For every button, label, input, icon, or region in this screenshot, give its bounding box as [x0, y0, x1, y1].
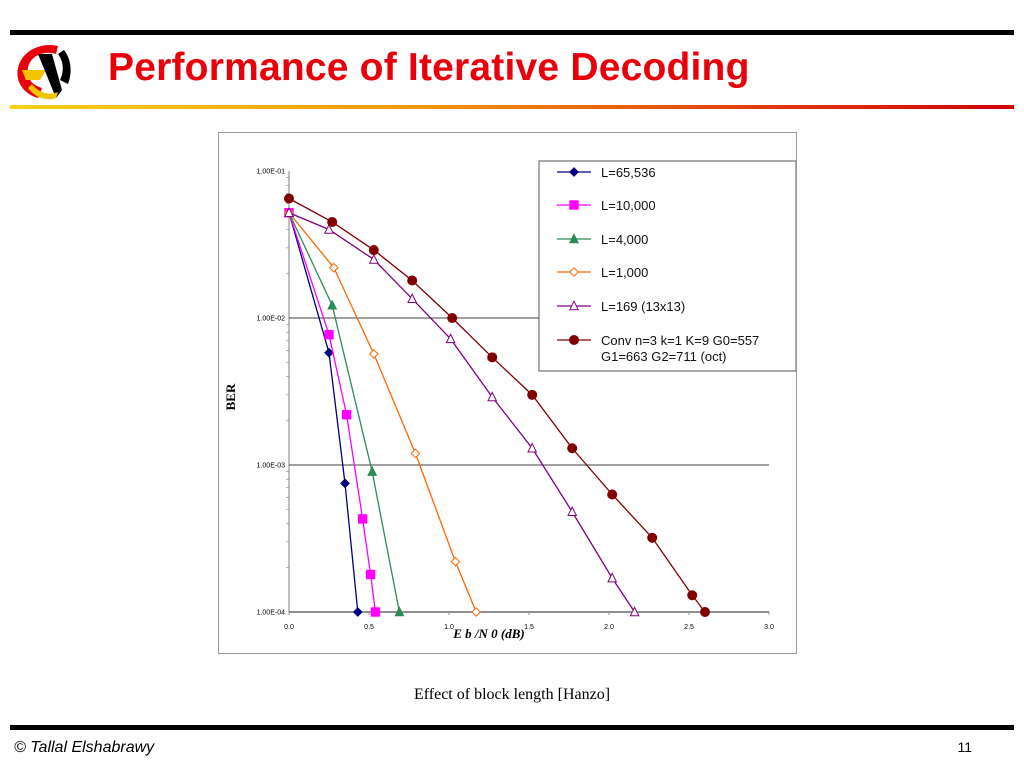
data-point-5 — [284, 193, 294, 204]
footer-copyright: © Tallal Elshabrawy — [14, 739, 155, 756]
data-point-5 — [407, 275, 418, 286]
data-point-4 — [527, 442, 538, 453]
title-underline — [10, 105, 1014, 109]
legend-label-3: L=1,000 — [601, 265, 648, 280]
y-tick-label: 1.00E-01 — [257, 169, 286, 176]
y-tick-label: 1.00E-02 — [257, 316, 286, 323]
data-point-5 — [527, 389, 538, 400]
data-point-1 — [365, 569, 376, 580]
data-point-5 — [607, 489, 618, 500]
figure-caption: Effect of block length [Hanzo] — [413, 686, 611, 703]
legend-label-5-cont: G1=663 G2=711 (oct) — [601, 349, 727, 364]
data-point-3 — [450, 556, 461, 567]
ber-chart: 1.00E-01 1.00E-02 1.00E-03 1.00E-04 0.0 0.5 1.… — [223, 160, 796, 641]
data-point-0 — [324, 347, 334, 358]
data-point-5 — [687, 590, 698, 601]
data-point-3 — [328, 262, 339, 273]
university-logo-icon — [17, 44, 71, 100]
series-line-5 — [288, 197, 706, 613]
y-axis-title: BER — [223, 383, 238, 410]
page-number: 11 — [957, 739, 972, 755]
data-point-4 — [368, 253, 379, 264]
x-tick-label: 1.5 — [524, 624, 534, 631]
legend-marker-4 — [568, 300, 580, 311]
legend-label-1: L=10,000 — [601, 198, 656, 213]
data-point-0 — [340, 478, 350, 489]
data-point-5 — [567, 443, 578, 454]
y-tick-label: 1.00E-03 — [257, 463, 286, 470]
slide-title: Performance of Iterative Decoding — [108, 46, 750, 89]
x-tick-label: 1.0 — [444, 624, 454, 631]
data-point-4 — [607, 572, 618, 583]
data-point-2 — [394, 606, 405, 617]
data-point-2 — [327, 299, 338, 310]
x-tick-label: 3.0 — [764, 624, 774, 631]
data-point-1 — [357, 514, 368, 524]
legend-marker-1 — [569, 200, 579, 210]
legend-label-4: L=169 (13x13) — [601, 299, 685, 314]
x-axis-title: E b /N 0 (dB) — [452, 626, 525, 641]
series-line-4 — [288, 212, 636, 613]
legend-label-5: Conv n=3 k=1 K=9 G0=557 — [601, 333, 759, 348]
data-point-5 — [700, 607, 710, 617]
data-point-5 — [368, 245, 379, 256]
data-point-5 — [487, 352, 498, 363]
data-point-1 — [370, 607, 381, 617]
legend-box — [538, 160, 796, 372]
bottom-rule — [10, 725, 1014, 730]
data-point-4 — [487, 391, 498, 402]
series-line-3 — [288, 212, 477, 613]
series-line-0 — [288, 212, 359, 613]
legend-label-2: L=4,000 — [601, 232, 648, 247]
data-point-4 — [445, 333, 456, 344]
data-point-1 — [341, 409, 352, 420]
data-point-3 — [368, 348, 379, 359]
legend-label-0: L=65,536 — [601, 165, 656, 180]
series-line-2 — [288, 212, 401, 613]
legend-marker-3 — [569, 267, 579, 277]
data-point-0 — [352, 607, 363, 617]
data-point-3 — [410, 448, 421, 459]
data-point-5 — [327, 216, 338, 227]
x-tick-label: 2.0 — [604, 624, 614, 631]
data-point-3 — [471, 607, 482, 617]
data-point-4 — [407, 293, 418, 304]
x-tick-label: 0.5 — [364, 624, 374, 631]
chart-frame: 1.00E-01 1.00E-02 1.00E-03 1.00E-04 0.0 0.5 1.… — [218, 132, 797, 654]
data-point-1 — [324, 329, 334, 340]
x-tick-label: 2.5 — [684, 624, 694, 631]
data-point-4 — [283, 206, 295, 217]
x-tick-label: 0.0 — [284, 624, 294, 631]
y-tick-label: 1.00E-04 — [257, 610, 286, 617]
legend-marker-2 — [568, 233, 580, 244]
data-point-4 — [629, 606, 640, 617]
legend-marker-5 — [569, 335, 579, 345]
top-rule — [10, 30, 1014, 35]
data-point-5 — [647, 532, 658, 543]
data-point-2 — [367, 465, 378, 476]
data-point-4 — [323, 223, 335, 234]
series-line-1 — [288, 212, 377, 613]
legend-marker-0 — [569, 167, 579, 177]
data-point-5 — [447, 313, 458, 323]
data-point-4 — [567, 506, 578, 517]
